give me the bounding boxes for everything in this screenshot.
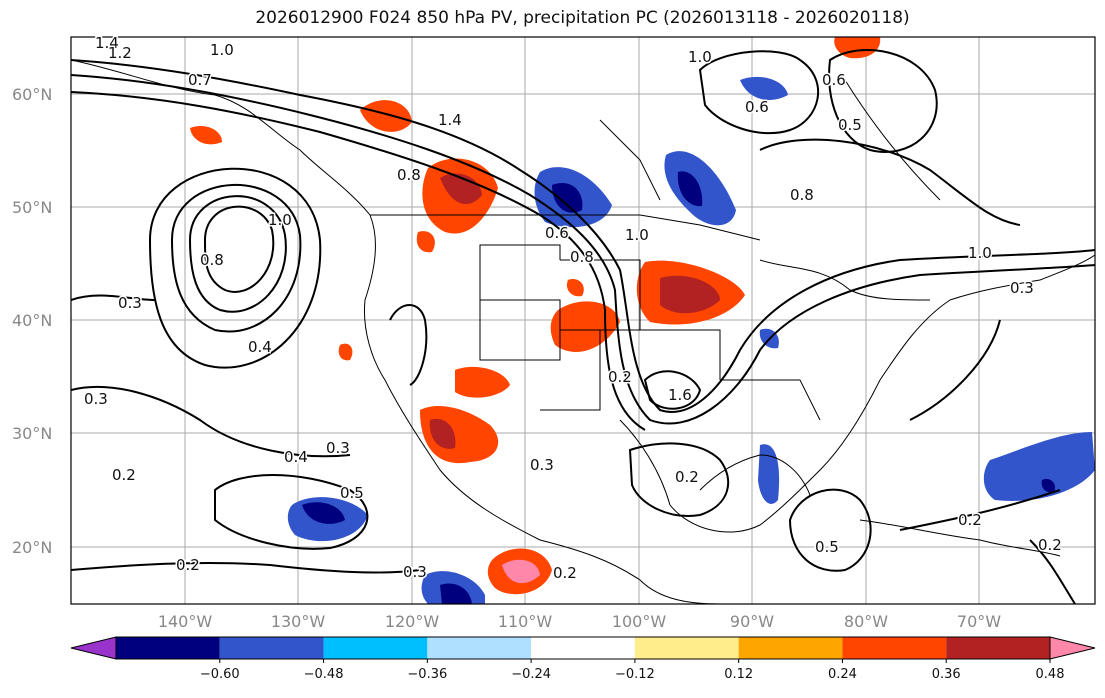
lon-label: 100°W bbox=[612, 612, 667, 631]
contour-label: 0.3 bbox=[84, 390, 108, 408]
contour-label: 0.7 bbox=[188, 71, 212, 89]
coastlines bbox=[71, 59, 1095, 604]
graticule bbox=[71, 37, 1095, 604]
contour-label: 0.3 bbox=[326, 439, 350, 457]
contour-label: 0.3 bbox=[118, 294, 142, 312]
colorbar-tick-label: −0.48 bbox=[304, 667, 344, 682]
contour-label: 1.6 bbox=[668, 386, 692, 404]
lon-label: 120°W bbox=[385, 612, 440, 631]
colorbar-segment bbox=[427, 637, 532, 659]
colorbar-tick-label: 0.36 bbox=[932, 667, 961, 682]
colorbar-segment bbox=[842, 637, 947, 659]
colorbar-ticks: −0.60 −0.48 −0.36 −0.24 −0.12 0.12 0.24 0.36 0.4… bbox=[200, 659, 1065, 682]
contour-label: 0.2 bbox=[675, 468, 699, 486]
lon-label: 130°W bbox=[271, 612, 326, 631]
colorbar-tick-label: −0.60 bbox=[200, 667, 240, 682]
contour-label: 0.3 bbox=[403, 563, 427, 581]
contour-label: 1.0 bbox=[688, 48, 712, 66]
contour-label: 0.2 bbox=[958, 511, 982, 529]
pv-contours bbox=[71, 49, 1095, 604]
contour-label: 0.6 bbox=[822, 71, 846, 89]
contour-label: 0.2 bbox=[553, 564, 577, 582]
lon-label: 140°W bbox=[158, 612, 213, 631]
colorbar-extend-high bbox=[1049, 636, 1096, 660]
lon-label: 70°W bbox=[957, 612, 1001, 631]
contour-label: 0.4 bbox=[248, 338, 272, 356]
contour-labels: 1.4 1.2 1.0 0.7 1.4 0.8 1.0 0.6 0.8 1.0 … bbox=[83, 33, 1064, 584]
contour-label: 0.2 bbox=[176, 556, 200, 574]
contour-label: 0.4 bbox=[284, 448, 308, 466]
colorbar-segment bbox=[946, 637, 1050, 659]
colorbar-segment bbox=[219, 637, 324, 659]
contour-label: 0.8 bbox=[790, 186, 814, 204]
colorbar-segment bbox=[323, 637, 428, 659]
colorbar-segment bbox=[634, 637, 739, 659]
colorbar-tick-label: −0.36 bbox=[407, 667, 447, 682]
colorbar-tick-label: 0.24 bbox=[828, 667, 857, 682]
contour-label: 0.5 bbox=[838, 116, 862, 134]
contour-label: 0.6 bbox=[745, 98, 769, 116]
contour-label: 0.2 bbox=[112, 466, 136, 484]
colorbar bbox=[70, 636, 1096, 660]
colorbar-extend-low bbox=[70, 636, 117, 660]
lat-label: 40°N bbox=[12, 311, 52, 330]
map-title: 2026012900 F024 850 hPa PV, precipitatio… bbox=[255, 8, 910, 28]
colorbar-segment bbox=[738, 637, 843, 659]
lon-label: 110°W bbox=[498, 612, 553, 631]
colorbar-segment bbox=[531, 637, 635, 659]
contour-label: 0.8 bbox=[570, 248, 594, 266]
contour-label: 0.3 bbox=[530, 456, 554, 474]
contour-label: 0.3 bbox=[1010, 279, 1034, 297]
colorbar-outline bbox=[115, 636, 1051, 660]
lon-labels: 140°W 130°W 120°W 110°W 100°W 90°W 80°W … bbox=[158, 612, 1001, 631]
contour-label: 1.4 bbox=[95, 34, 119, 52]
contour-label: 0.5 bbox=[815, 538, 839, 556]
lat-label: 20°N bbox=[12, 538, 52, 557]
contour-label: 1.0 bbox=[625, 226, 649, 244]
contour-label: 0.6 bbox=[545, 224, 569, 242]
contour-label: 1.4 bbox=[438, 111, 462, 129]
lat-label: 50°N bbox=[12, 198, 52, 217]
lat-labels: 60°N 50°N 40°N 30°N 20°N bbox=[12, 85, 52, 557]
contour-label: 0.5 bbox=[340, 484, 364, 502]
colorbar-segment bbox=[116, 637, 220, 659]
contour-label: 0.2 bbox=[1038, 536, 1062, 554]
colorbar-tick-label: 0.48 bbox=[1036, 667, 1065, 682]
lon-label: 80°W bbox=[844, 612, 888, 631]
contour-label: 1.0 bbox=[268, 211, 292, 229]
contour-label: 0.8 bbox=[397, 166, 421, 184]
colorbar-tick-label: −0.24 bbox=[511, 667, 551, 682]
map-frame bbox=[70, 36, 1096, 605]
contour-label: 1.0 bbox=[968, 244, 992, 262]
lat-label: 30°N bbox=[12, 424, 52, 443]
lat-label: 60°N bbox=[12, 85, 52, 104]
colorbar-tick-label: 0.12 bbox=[724, 667, 753, 682]
contour-label: 1.0 bbox=[210, 41, 234, 59]
contour-label: 0.2 bbox=[608, 368, 632, 386]
colorbar-tick-label: −0.12 bbox=[615, 667, 655, 682]
contour-label: 1.2 bbox=[108, 44, 132, 62]
lon-label: 90°W bbox=[730, 612, 774, 631]
contour-label: 0.8 bbox=[200, 251, 224, 269]
